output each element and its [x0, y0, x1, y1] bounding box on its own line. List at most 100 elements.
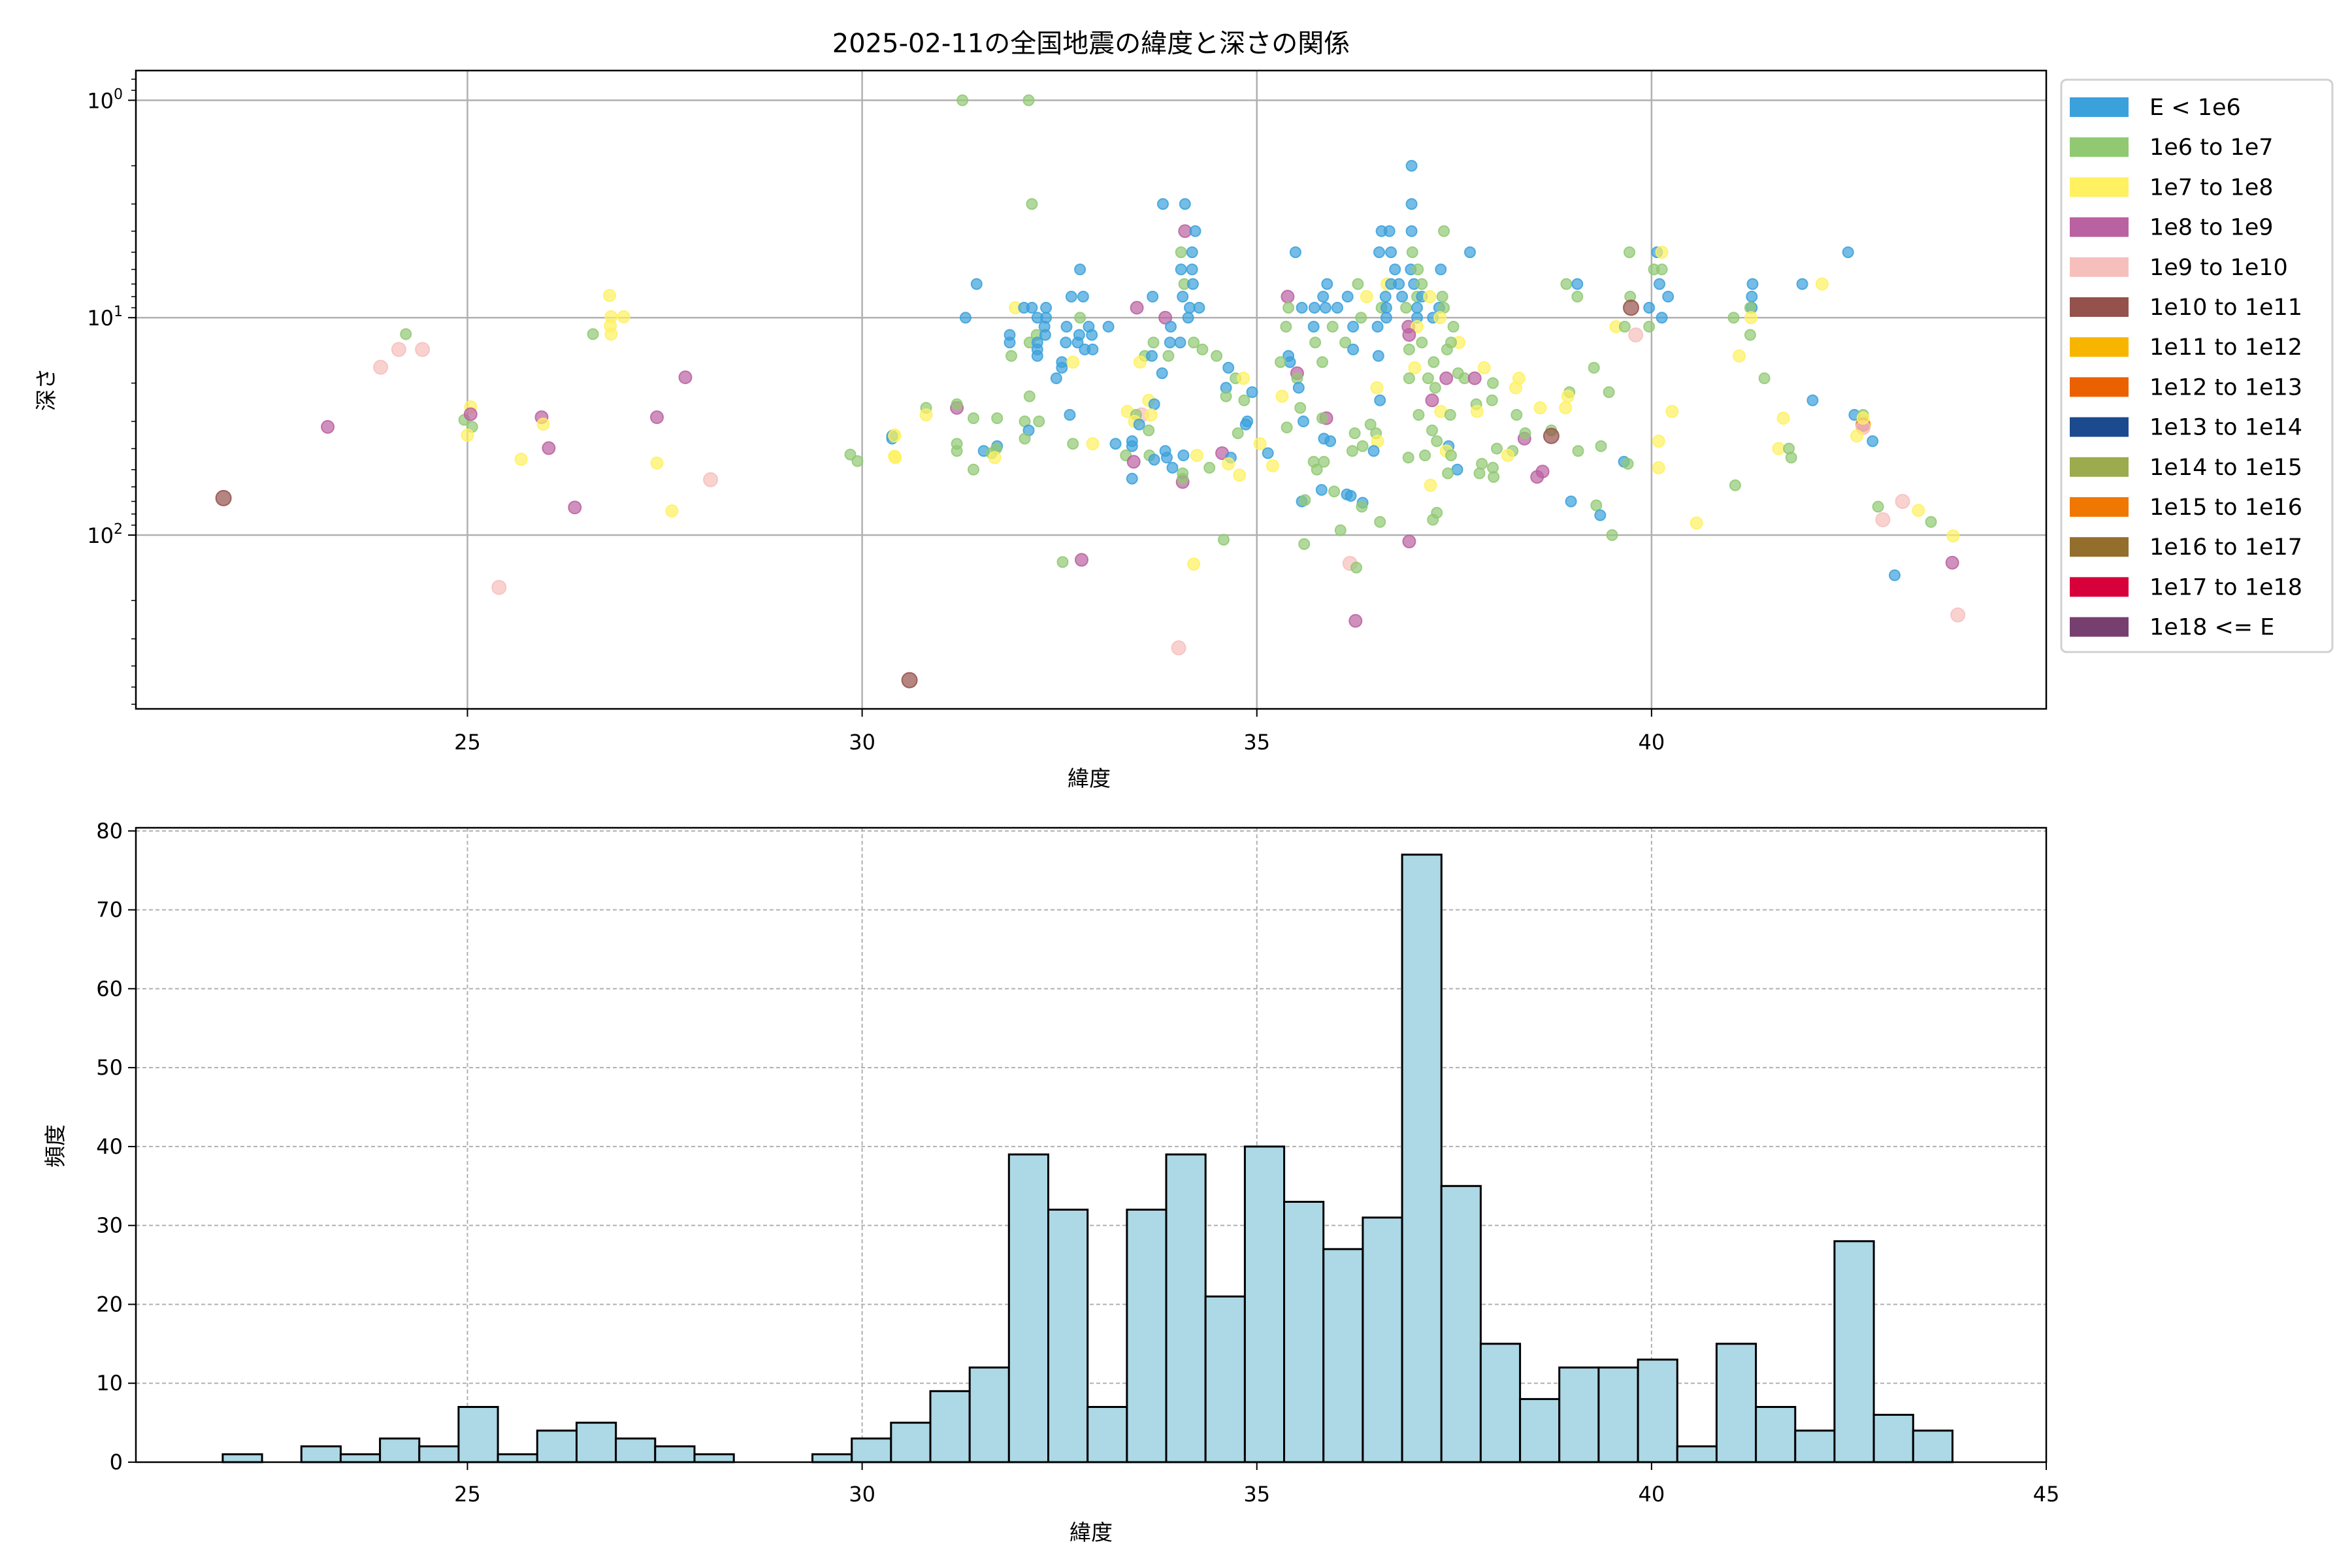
data-point	[1161, 451, 1173, 464]
data-point	[1785, 451, 1797, 464]
data-point	[1842, 246, 1854, 259]
data-point	[1624, 246, 1635, 259]
x-tick-label: 45	[2033, 1482, 2060, 1507]
legend-swatch	[2070, 137, 2129, 157]
data-point	[1796, 278, 1808, 290]
data-point	[1315, 483, 1328, 496]
x-tick-label: 25	[454, 730, 481, 755]
data-point	[1416, 278, 1428, 290]
data-point	[1086, 329, 1098, 341]
data-point	[1436, 291, 1448, 302]
data-point	[1501, 449, 1514, 462]
data-point	[650, 410, 664, 425]
data-point	[1022, 94, 1035, 106]
data-point	[1815, 277, 1829, 291]
data-point	[1606, 529, 1618, 541]
data-point	[1603, 386, 1615, 399]
data-point	[1403, 372, 1415, 384]
data-point	[1467, 371, 1482, 385]
data-point	[1385, 246, 1397, 259]
data-point	[1321, 278, 1333, 290]
histogram-bar	[1362, 1217, 1403, 1463]
data-point	[1133, 418, 1145, 431]
data-point	[1424, 478, 1437, 492]
legend-label: 1e16 to 1e17	[2149, 534, 2302, 561]
data-point	[1643, 321, 1656, 333]
data-point	[1331, 302, 1343, 314]
data-point	[1347, 343, 1360, 355]
data-point	[1435, 263, 1447, 276]
histogram-bar	[1047, 1209, 1089, 1463]
data-point	[1945, 555, 1959, 570]
data-point	[1289, 246, 1301, 259]
legend-swatch	[2070, 497, 2129, 517]
plot-frame	[135, 69, 2048, 710]
data-point	[1360, 290, 1373, 303]
data-point	[1656, 312, 1668, 324]
data-point	[959, 312, 972, 324]
data-point	[1594, 509, 1607, 521]
data-point	[1442, 467, 1454, 480]
histogram-bar	[221, 1453, 263, 1463]
data-point	[1628, 327, 1644, 343]
data-point	[415, 342, 431, 357]
histogram-plot: 0 10 20 30 40 50 60 70 80 25 30 35 40 45 緯度 頻度	[42, 819, 2059, 1545]
data-point	[1220, 390, 1232, 402]
data-point	[1411, 320, 1424, 333]
data-point	[1309, 336, 1322, 349]
data-point	[1033, 416, 1045, 427]
data-point	[1543, 427, 1560, 444]
data-point	[1875, 512, 1891, 527]
histogram-bar	[1833, 1240, 1875, 1463]
data-point	[1758, 372, 1771, 384]
data-point	[1643, 302, 1656, 314]
histogram-bar	[890, 1422, 932, 1463]
chart-title: 2025-02-11の全国地震の緯度と深さの関係	[832, 29, 1350, 59]
data-point	[919, 408, 933, 421]
data-point	[1412, 263, 1424, 276]
data-point	[901, 672, 918, 689]
data-point	[1239, 418, 1252, 431]
y-axis-label: 深さ	[33, 368, 59, 411]
data-point	[1622, 457, 1634, 470]
data-point	[1319, 302, 1331, 314]
data-point	[1060, 336, 1072, 349]
data-point	[1439, 371, 1454, 385]
data-point	[1345, 490, 1357, 502]
data-point	[703, 472, 719, 487]
data-point	[951, 398, 963, 410]
legend-swatch	[2070, 337, 2129, 357]
histogram-bar	[1086, 1406, 1128, 1463]
data-point	[1281, 289, 1295, 304]
data-point	[1654, 278, 1665, 290]
data-point	[888, 429, 902, 443]
legend-swatch	[2070, 457, 2129, 477]
x-tick-label: 30	[849, 730, 875, 755]
legend-swatch	[2070, 297, 2129, 317]
data-point	[604, 327, 618, 341]
data-point	[1158, 310, 1173, 325]
data-point	[851, 455, 864, 467]
histogram-bar	[1715, 1343, 1757, 1463]
data-point	[461, 429, 474, 442]
data-point	[1427, 514, 1439, 526]
data-point	[1299, 494, 1311, 506]
data-point	[1066, 355, 1080, 369]
histogram-bar	[339, 1453, 382, 1463]
data-point	[988, 451, 1002, 465]
histogram-bar	[1519, 1397, 1561, 1463]
data-point	[1282, 302, 1295, 314]
data-point	[1746, 278, 1759, 290]
data-point	[1519, 427, 1531, 440]
data-point	[1178, 224, 1192, 238]
data-point	[1334, 524, 1347, 536]
y-tick-label: 20	[96, 1292, 123, 1316]
data-point	[1246, 386, 1258, 399]
data-point	[1026, 302, 1038, 314]
data-point	[1565, 495, 1577, 508]
data-point	[1444, 409, 1456, 421]
data-point	[1238, 394, 1250, 406]
data-point	[1222, 457, 1235, 470]
